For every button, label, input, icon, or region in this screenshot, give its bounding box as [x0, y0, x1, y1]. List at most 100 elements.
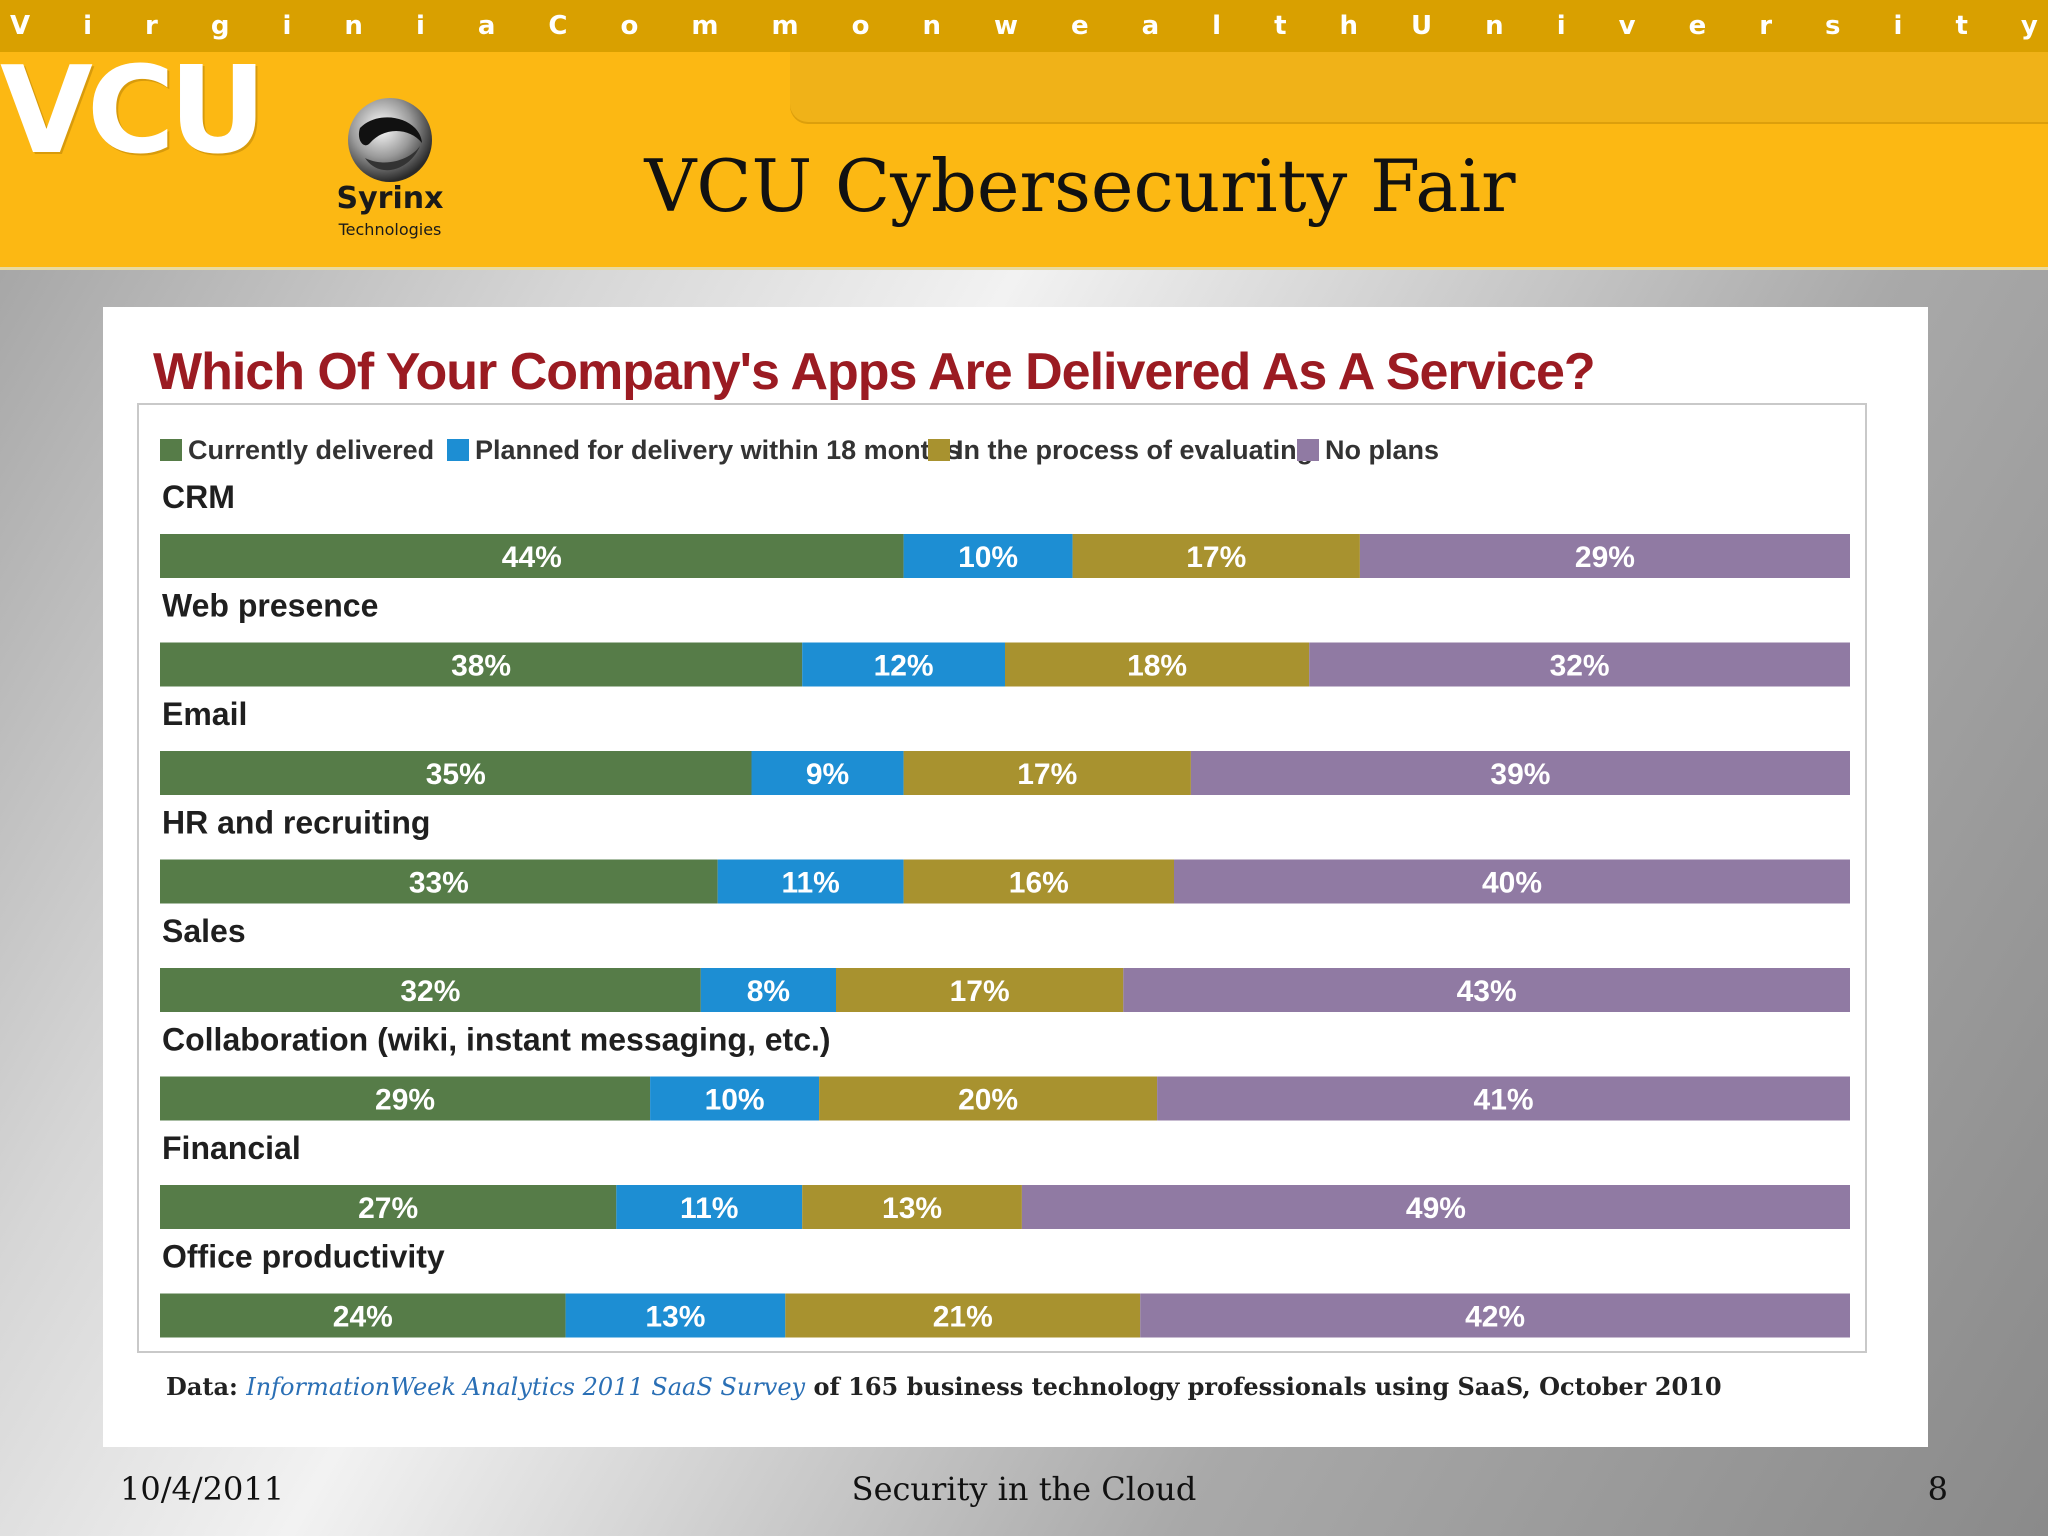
- source-rest: of 165 business technology professionals…: [813, 1372, 1722, 1401]
- value-label: 43%: [1457, 975, 1517, 1008]
- banner-letter: a: [1141, 11, 1160, 41]
- value-label: 11%: [680, 1192, 738, 1225]
- value-label: 10%: [958, 541, 1018, 574]
- category-label: CRM: [162, 479, 235, 515]
- bar-segment: [785, 1293, 1141, 1338]
- banner-letter: i: [1893, 11, 1903, 41]
- value-label: 38%: [451, 650, 511, 683]
- header-bar: [0, 52, 2048, 270]
- bar-segment: [1021, 1185, 1850, 1229]
- value-label: 17%: [1186, 541, 1246, 574]
- value-label: 41%: [1474, 1084, 1534, 1117]
- bar-segment: [836, 968, 1124, 1012]
- banner-letter: i: [282, 11, 292, 41]
- category-label: Email: [162, 696, 247, 732]
- banner-letter: i: [415, 11, 425, 41]
- bars: CRM 44% 10% 17% 29% Web presence 38% 12% 18% 32% E…: [160, 479, 1850, 1338]
- value-label: 40%: [1482, 867, 1542, 900]
- value-label: 27%: [358, 1192, 418, 1225]
- banner-letter: o: [851, 11, 870, 41]
- category-label: HR and recruiting: [162, 805, 430, 841]
- source-name: InformationWeek Analytics 2011 SaaS Surv…: [246, 1373, 806, 1401]
- bar-segment: [1309, 642, 1850, 687]
- value-label: 21%: [933, 1301, 993, 1334]
- banner-letter: n: [1485, 11, 1504, 41]
- bar-segment: [160, 968, 701, 1012]
- bar-segment: [1140, 1293, 1850, 1338]
- bar-segment: [1359, 534, 1850, 578]
- chart-title: Which Of Your Company's Apps Are Deliver…: [153, 343, 1596, 401]
- bar-segment: [160, 1185, 617, 1229]
- banner-letter: V: [10, 11, 31, 41]
- value-label: 10%: [705, 1084, 765, 1117]
- banner-letter: C: [548, 11, 568, 41]
- banner-letter: y: [2020, 11, 2038, 41]
- legend-swatch: [1297, 439, 1319, 461]
- value-label: 20%: [958, 1084, 1018, 1117]
- bar-segment: [1072, 534, 1360, 578]
- source-note: Data: InformationWeek Analytics 2011 Saa…: [166, 1372, 1722, 1401]
- value-label: 49%: [1406, 1192, 1466, 1225]
- value-label: 18%: [1127, 650, 1187, 683]
- banner-letter: o: [620, 11, 639, 41]
- category-label: Sales: [162, 913, 246, 949]
- syrinx-subtitle: Technologies: [338, 220, 442, 239]
- value-label: 42%: [1465, 1301, 1525, 1334]
- bar-segment: [1157, 1076, 1850, 1121]
- value-label: 24%: [333, 1301, 393, 1334]
- bar-segment: [160, 859, 718, 904]
- bar-segment: [616, 1185, 803, 1229]
- legend-label: In the process of evaluating: [956, 435, 1313, 465]
- source-prefix: Data:: [166, 1372, 238, 1401]
- value-label: 39%: [1490, 758, 1550, 791]
- banner-letter: h: [1339, 11, 1359, 41]
- legend-swatch: [160, 439, 182, 461]
- value-label: 32%: [1550, 650, 1610, 683]
- syrinx-name: Syrinx: [336, 181, 444, 216]
- banner-letter: r: [1759, 11, 1773, 41]
- banner-letter: m: [691, 11, 719, 41]
- bar-segment: [819, 1076, 1158, 1121]
- category-label: Collaboration (wiki, instant messaging, …: [162, 1022, 831, 1058]
- banner-letter: i: [83, 11, 93, 41]
- banner-letter: U: [1411, 11, 1433, 41]
- banner-letter: e: [1070, 11, 1089, 41]
- bar-segment: [802, 1185, 1022, 1229]
- bar-segment: [903, 534, 1073, 578]
- banner-letter: m: [771, 11, 799, 41]
- banner-letter: n: [344, 11, 363, 41]
- value-label: 13%: [645, 1301, 705, 1334]
- value-label: 12%: [874, 650, 934, 683]
- value-label: 33%: [409, 867, 469, 900]
- value-label: 17%: [1017, 758, 1077, 791]
- bar-segment: [160, 1076, 651, 1121]
- value-label: 11%: [781, 867, 839, 900]
- value-label: 9%: [806, 758, 849, 791]
- bar-segment: [700, 968, 836, 1012]
- banner-letter: a: [477, 11, 496, 41]
- category-label: Office productivity: [162, 1239, 445, 1275]
- bar-segment: [160, 534, 904, 578]
- value-label: 29%: [1575, 541, 1635, 574]
- banner-letter: e: [1688, 11, 1707, 41]
- banner-letter: w: [993, 11, 1018, 41]
- bar-segment: [1190, 751, 1850, 795]
- bar-segment: [160, 642, 803, 687]
- bar-segment: [1005, 642, 1310, 687]
- bar-segment: [160, 751, 752, 795]
- banner-letter: l: [1212, 11, 1222, 41]
- legend-label: Currently delivered: [188, 435, 434, 465]
- bar-segment: [1123, 968, 1850, 1012]
- footer-date: 10/4/2011: [120, 1470, 285, 1508]
- banner-letter: v: [1618, 11, 1636, 41]
- bar-segment: [802, 642, 1005, 687]
- value-label: 16%: [1009, 867, 1069, 900]
- legend-swatch: [447, 439, 469, 461]
- banner-letter: i: [1556, 11, 1566, 41]
- banner-letter: t: [1274, 11, 1287, 41]
- syrinx-logo: Syrinx Technologies: [330, 88, 450, 248]
- banner-letter: r: [145, 11, 158, 41]
